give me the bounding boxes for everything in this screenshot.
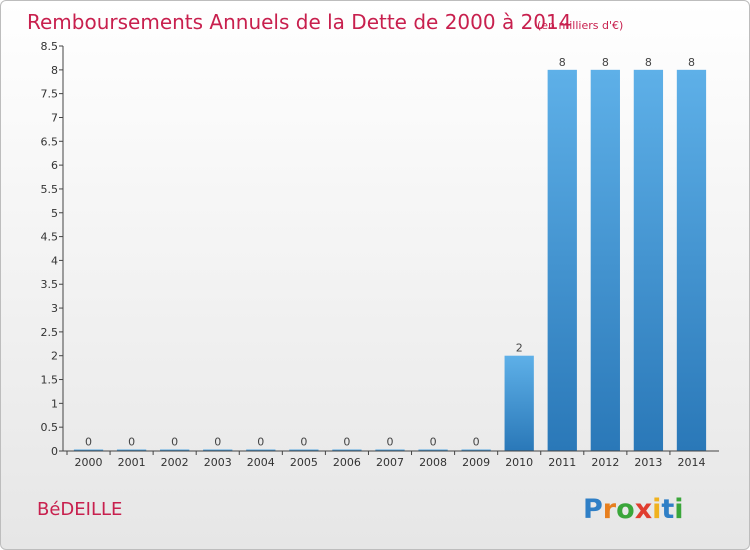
y-tick-label: 2.5 <box>41 326 59 339</box>
x-tick-label: 2013 <box>634 456 662 469</box>
bar-2007 <box>375 449 405 451</box>
y-tick-label: 2 <box>51 350 58 363</box>
y-tick-label: 4.5 <box>41 231 59 244</box>
data-label-2007: 0 <box>387 436 394 449</box>
y-tick-label: 3 <box>51 302 58 315</box>
y-tick-label: 6 <box>51 159 58 172</box>
y-axis: 0 0.5 1 1.5 2 2.5 3 3.5 4 4.5 5 5.5 6 6.5 7 7.5 8 8.5 <box>41 40 64 458</box>
data-label-2005: 0 <box>300 436 307 449</box>
x-tick-label: 2003 <box>204 456 232 469</box>
x-tick-label: 2012 <box>591 456 619 469</box>
bar-series: 0 0 0 0 0 0 0 0 0 0 2 8 8 8 8 <box>73 56 707 451</box>
bar-2012 <box>590 69 620 451</box>
y-tick-label: 5.5 <box>41 183 59 196</box>
x-tick-label: 2001 <box>118 456 146 469</box>
chart-title: Remboursements Annuels de la Dette de 20… <box>27 10 571 34</box>
bar-2013 <box>633 69 664 451</box>
bar-2006 <box>332 449 362 451</box>
y-tick-label: 3.5 <box>41 278 59 291</box>
data-label-2012: 8 <box>602 56 609 69</box>
data-label-2002: 0 <box>171 436 178 449</box>
bar-2000 <box>73 449 104 451</box>
y-tick-label: 8.5 <box>41 40 59 53</box>
bar-2009 <box>461 449 491 451</box>
bar-2010 <box>504 355 534 451</box>
data-label-2000: 0 <box>85 436 92 449</box>
bar-2002 <box>160 449 190 451</box>
y-tick-label: 0 <box>51 445 58 458</box>
bar-2011 <box>547 69 577 451</box>
bar-2001 <box>116 449 147 451</box>
data-label-2008: 0 <box>430 436 437 449</box>
bar-2005 <box>289 449 319 451</box>
x-tick-label: 2010 <box>505 456 533 469</box>
svg-text:Proxiti: Proxiti <box>583 494 684 525</box>
x-axis: 2000 2001 2002 2003 2004 2005 2006 2007 2008 2009… <box>63 450 719 469</box>
y-tick-label: 8 <box>51 64 58 77</box>
proxiti-logo: Proxiti <box>583 494 684 525</box>
bar-2014 <box>676 69 707 451</box>
data-label-2003: 0 <box>214 436 221 449</box>
y-tick-label: 5 <box>51 207 58 220</box>
commune-name: BéDEILLE <box>37 499 122 520</box>
x-tick-label: 2011 <box>548 456 576 469</box>
x-tick-label: 2006 <box>333 456 361 469</box>
data-label-2011: 8 <box>559 56 566 69</box>
chart-subtitle: (en milliers d'€) <box>537 19 623 32</box>
data-label-2001: 0 <box>128 436 135 449</box>
y-tick-label: 0.5 <box>41 421 59 434</box>
bar-2003 <box>203 449 233 451</box>
data-label-2010: 2 <box>516 342 523 355</box>
bar-2008 <box>418 449 448 451</box>
y-tick-label: 1 <box>51 397 58 410</box>
x-tick-label: 2009 <box>462 456 490 469</box>
y-tick-label: 6.5 <box>41 135 59 148</box>
data-label-2013: 8 <box>645 56 652 69</box>
data-label-2004: 0 <box>257 436 264 449</box>
x-tick-label: 2004 <box>247 456 275 469</box>
x-tick-label: 2007 <box>376 456 404 469</box>
x-tick-label: 2002 <box>161 456 189 469</box>
y-tick-label: 7.5 <box>41 88 59 101</box>
x-tick-label: 2008 <box>419 456 447 469</box>
data-label-2014: 8 <box>688 56 695 69</box>
y-tick-label: 1.5 <box>41 374 59 387</box>
x-tick-label: 2000 <box>75 456 103 469</box>
y-tick-label: 7 <box>51 111 58 124</box>
bar-2004 <box>246 449 276 451</box>
data-label-2006: 0 <box>343 436 350 449</box>
data-label-2009: 0 <box>473 436 480 449</box>
x-tick-label: 2014 <box>677 456 705 469</box>
y-tick-label: 4 <box>51 254 58 267</box>
x-tick-label: 2005 <box>290 456 318 469</box>
